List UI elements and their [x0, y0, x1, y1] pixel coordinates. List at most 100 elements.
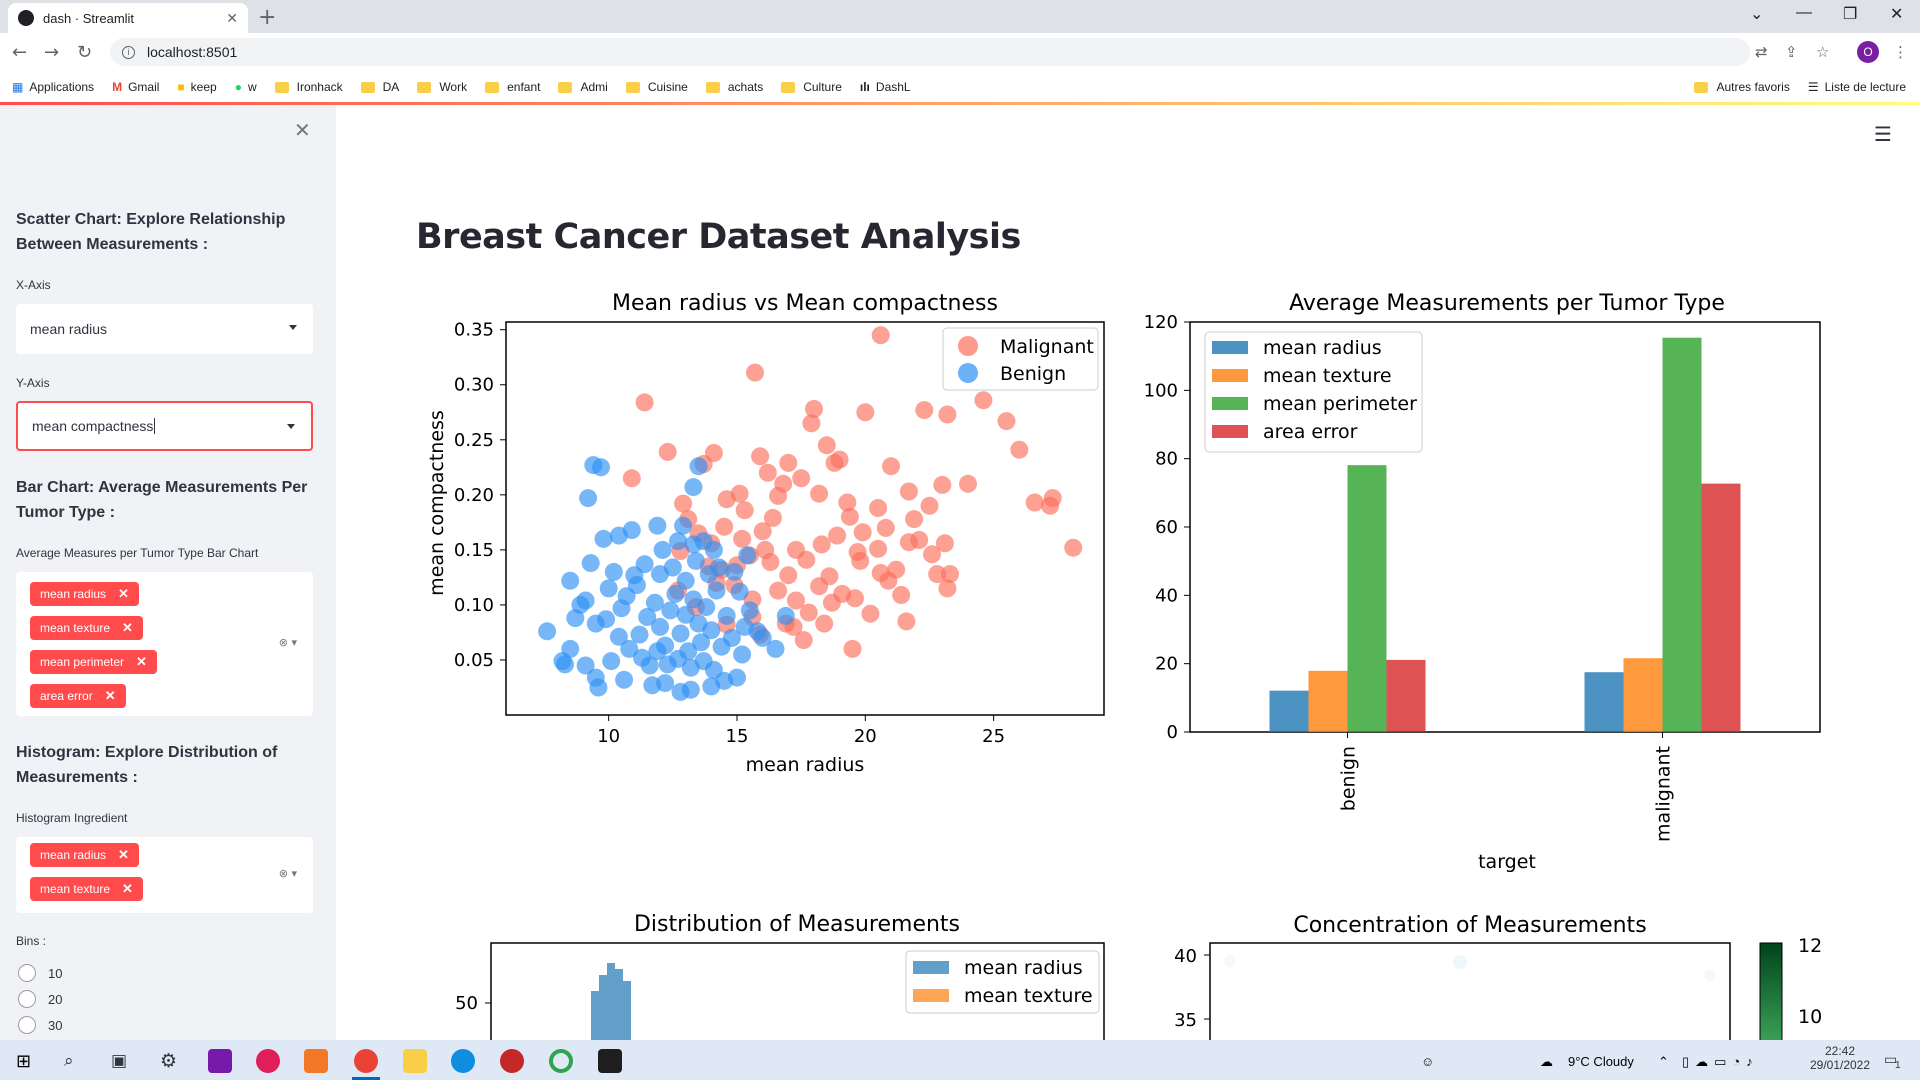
chip-mean-texture[interactable]: mean texture ✕: [30, 616, 143, 640]
jupyter-icon[interactable]: [304, 1049, 328, 1073]
bookmarks-bar: ▦ Applications M Gmail ■ keep ● w Ironhack D…: [0, 72, 1920, 102]
tab-close-icon[interactable]: ✕: [226, 9, 238, 26]
chip-area-error[interactable]: area error ✕: [30, 684, 126, 708]
chip-mean-radius[interactable]: mean radius ✕: [30, 843, 139, 867]
sidebar-close-icon[interactable]: ✕: [294, 118, 311, 142]
task-view-icon[interactable]: ▣: [111, 1051, 128, 1071]
benign-point: [717, 606, 736, 625]
share-icon[interactable]: ⇪: [1785, 43, 1798, 61]
bins-radio-20[interactable]: 20: [18, 990, 62, 1008]
bookmark-folder-admi[interactable]: Admi: [558, 80, 608, 94]
bookmark-gmail[interactable]: M Gmail: [112, 80, 160, 94]
remove-chip-icon[interactable]: ✕: [122, 881, 133, 896]
file-explorer-icon[interactable]: [403, 1049, 427, 1073]
y-axis-select[interactable]: mean compactness: [16, 401, 313, 451]
bookmark-whatsapp[interactable]: ● w: [234, 80, 257, 94]
minimize-icon[interactable]: —: [1796, 4, 1812, 21]
browser-menu-icon[interactable]: ⋮: [1893, 43, 1908, 61]
keep-icon: ■: [177, 80, 185, 94]
profile-avatar[interactable]: O: [1857, 41, 1879, 63]
bookmark-apps[interactable]: ▦ Applications: [12, 80, 95, 94]
bookmark-folder-culture[interactable]: Culture: [781, 80, 842, 94]
forward-icon[interactable]: →: [44, 42, 60, 63]
slack-icon[interactable]: [256, 1049, 280, 1073]
bins-radio-10[interactable]: 10: [18, 964, 62, 982]
bookmark-folder-enfant[interactable]: enfant: [485, 80, 540, 94]
bins-radio-30[interactable]: 30: [18, 1016, 62, 1034]
legend-benign-label: Benign: [1000, 363, 1066, 385]
bookmark-other-favorites[interactable]: Autres favoris: [1694, 80, 1790, 94]
x-axis-select[interactable]: mean radius: [16, 304, 313, 354]
bookmark-dashl[interactable]: ılı DashL: [859, 80, 911, 94]
tab-search-icon[interactable]: ⌄: [1750, 6, 1764, 23]
tray-chevron-icon[interactable]: ⌃: [1658, 1054, 1669, 1069]
search-icon[interactable]: ⌕: [64, 1051, 74, 1071]
back-icon[interactable]: ←: [12, 42, 28, 63]
chip-mean-radius[interactable]: mean radius ✕: [30, 582, 139, 606]
weather-cloud-icon[interactable]: ☁: [1540, 1054, 1553, 1069]
active-app-indicator: [352, 1077, 380, 1080]
reading-list[interactable]: ☰ Liste de lecture: [1807, 80, 1906, 94]
chrome-icon[interactable]: [354, 1049, 378, 1073]
weather-text[interactable]: 9°C Cloudy: [1568, 1054, 1634, 1069]
bar-legend: mean radius mean texture mean perimeter …: [1204, 331, 1423, 453]
remove-chip-icon[interactable]: ✕: [118, 847, 129, 862]
remove-chip-icon[interactable]: ✕: [118, 586, 129, 601]
onenote-icon[interactable]: [208, 1049, 232, 1073]
bookmark-star-icon[interactable]: ☆: [1816, 43, 1830, 61]
scatter-ylabel: mean compactness: [426, 410, 448, 596]
benign-point: [604, 562, 623, 581]
clock[interactable]: 22:42 29/01/2022: [1805, 1044, 1875, 1072]
benign-point: [702, 621, 721, 640]
benign-point: [669, 532, 687, 551]
malignant-point: [869, 539, 888, 558]
reload-icon[interactable]: ↻: [77, 42, 93, 63]
y-tick-label: 40: [1155, 585, 1178, 606]
legend-box: [942, 327, 1099, 391]
remove-chip-icon[interactable]: ✕: [104, 688, 116, 703]
benign-point: [592, 458, 610, 477]
translate-icon[interactable]: ⇄: [1755, 43, 1768, 61]
bookmark-folder-work[interactable]: Work: [417, 80, 467, 94]
windows-start-icon[interactable]: ⊞: [16, 1051, 32, 1072]
bookmark-folder-da[interactable]: DA: [360, 80, 399, 94]
chip-mean-perimeter[interactable]: mean perimeter ✕: [30, 650, 157, 674]
clear-and-expand-icon[interactable]: ⊗ ▾: [278, 867, 297, 880]
bar-multiselect[interactable]: mean radius ✕ mean texture ✕ mean perimete…: [16, 572, 313, 716]
malignant-point: [853, 523, 872, 542]
malignant-point: [746, 363, 764, 382]
bookmark-folder-cuisine[interactable]: Cuisine: [625, 80, 688, 94]
benign-point: [648, 642, 667, 661]
clear-and-expand-icon[interactable]: ⊗ ▾: [278, 636, 297, 649]
legend-mean-radius-swatch: [913, 961, 949, 974]
notification-icon[interactable]: ▭: [1884, 1052, 1898, 1068]
bookmark-folder-achats[interactable]: achats: [705, 80, 763, 94]
people-icon[interactable]: ☺: [1421, 1054, 1435, 1069]
settings-gear-icon[interactable]: ⚙: [160, 1050, 178, 1072]
app-ring-icon[interactable]: [549, 1049, 573, 1073]
site-info-icon[interactable]: i: [122, 45, 135, 59]
close-window-icon[interactable]: ✕: [1890, 6, 1904, 23]
browser-tab[interactable]: dash · Streamlit ✕: [8, 3, 248, 33]
bar-area-error-benign: [1386, 659, 1426, 732]
app-icon[interactable]: [500, 1049, 524, 1073]
new-tab-button[interactable]: +: [258, 5, 277, 30]
malignant-point: [915, 401, 934, 420]
hamburger-menu-icon[interactable]: ☰: [1874, 122, 1892, 146]
malignant-point: [941, 565, 959, 584]
scatter-points: [538, 326, 1083, 701]
heatmap-title: Concentration of Measurements: [1293, 913, 1646, 938]
restore-icon[interactable]: ❐: [1843, 6, 1858, 23]
hist-multiselect[interactable]: mean radius ✕ mean texture ✕ ⊗ ▾: [16, 837, 313, 913]
terminal-icon[interactable]: [598, 1049, 622, 1073]
bookmark-folder-ironhack[interactable]: Ironhack: [274, 80, 343, 94]
address-bar[interactable]: i localhost:8501: [110, 38, 1750, 66]
chip-mean-texture[interactable]: mean texture ✕: [30, 877, 143, 901]
edge-icon[interactable]: [451, 1049, 475, 1073]
tray-icons[interactable]: ▯☁▭◔♪: [1682, 1054, 1759, 1069]
malignant-point: [920, 496, 939, 515]
benign-point: [653, 540, 672, 559]
remove-chip-icon[interactable]: ✕: [136, 654, 147, 669]
bookmark-keep[interactable]: ■ keep: [177, 80, 217, 94]
remove-chip-icon[interactable]: ✕: [122, 620, 133, 635]
